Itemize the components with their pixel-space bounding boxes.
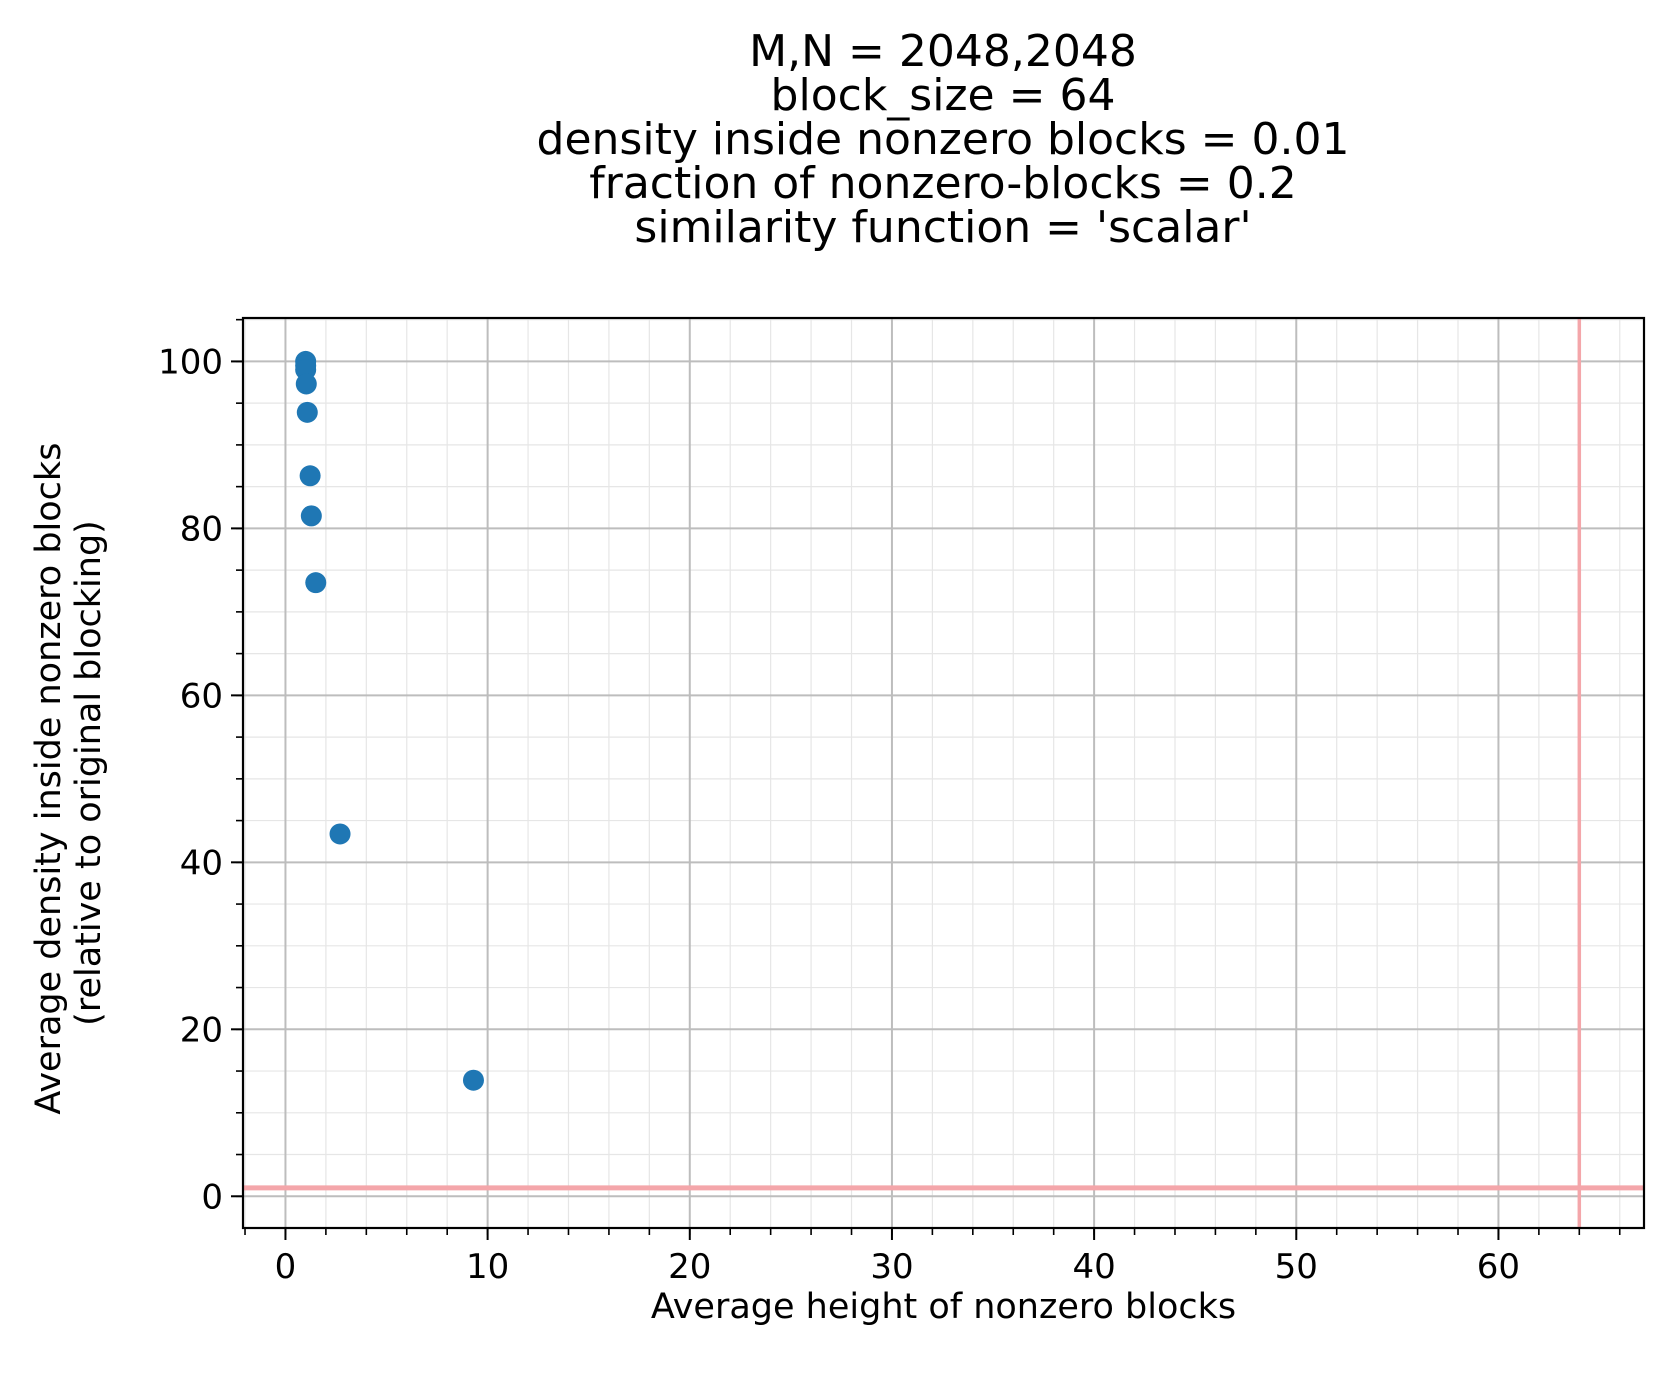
title-line-3: density inside nonzero blocks = 0.01 bbox=[537, 114, 1350, 165]
x-tick-label: 20 bbox=[668, 1247, 711, 1287]
axis-ticks bbox=[231, 318, 1621, 1240]
data-point bbox=[329, 823, 351, 845]
plot-frame bbox=[241, 316, 1646, 1230]
x-tick-label: 0 bbox=[275, 1247, 297, 1287]
x-tick-label: 10 bbox=[466, 1247, 509, 1287]
x-tick-label: 40 bbox=[1072, 1247, 1115, 1287]
y-axis-label-line-1: Average density inside nonzero blocks bbox=[29, 443, 69, 1115]
data-points bbox=[295, 350, 484, 1091]
data-point bbox=[295, 373, 317, 395]
y-tick-label: 60 bbox=[180, 676, 223, 716]
data-point bbox=[462, 1069, 484, 1091]
title-line-2: block_size = 64 bbox=[771, 70, 1116, 121]
data-point bbox=[305, 572, 327, 594]
reference-lines bbox=[243, 318, 1644, 1228]
data-point bbox=[299, 465, 321, 487]
y-axis-label-line-2: (relative to original blocking) bbox=[69, 520, 109, 1026]
title-line-1: M,N = 2048,2048 bbox=[749, 26, 1137, 77]
x-tick-labels: 0 10 20 30 40 50 60 bbox=[275, 1247, 1520, 1287]
x-tick-label: 50 bbox=[1275, 1247, 1318, 1287]
title-line-5: similarity function = 'scalar' bbox=[634, 202, 1251, 253]
x-axis-label: Average height of nonzero blocks bbox=[651, 1287, 1236, 1327]
y-tick-labels: 0 20 40 60 80 100 bbox=[158, 342, 223, 1217]
y-tick-label: 80 bbox=[180, 509, 223, 549]
y-tick-label: 100 bbox=[158, 342, 223, 382]
x-tick-label: 30 bbox=[870, 1247, 913, 1287]
major-grid bbox=[243, 318, 1644, 1228]
minor-grid bbox=[243, 318, 1644, 1228]
data-point bbox=[300, 505, 322, 527]
y-tick-label: 40 bbox=[180, 843, 223, 883]
y-axis-label: Average density inside nonzero blocks (r… bbox=[29, 431, 109, 1114]
data-point bbox=[296, 401, 318, 423]
x-tick-label: 60 bbox=[1477, 1247, 1520, 1287]
title-line-4: fraction of nonzero-blocks = 0.2 bbox=[589, 158, 1296, 209]
y-tick-label: 0 bbox=[201, 1177, 223, 1217]
y-tick-label: 20 bbox=[180, 1010, 223, 1050]
